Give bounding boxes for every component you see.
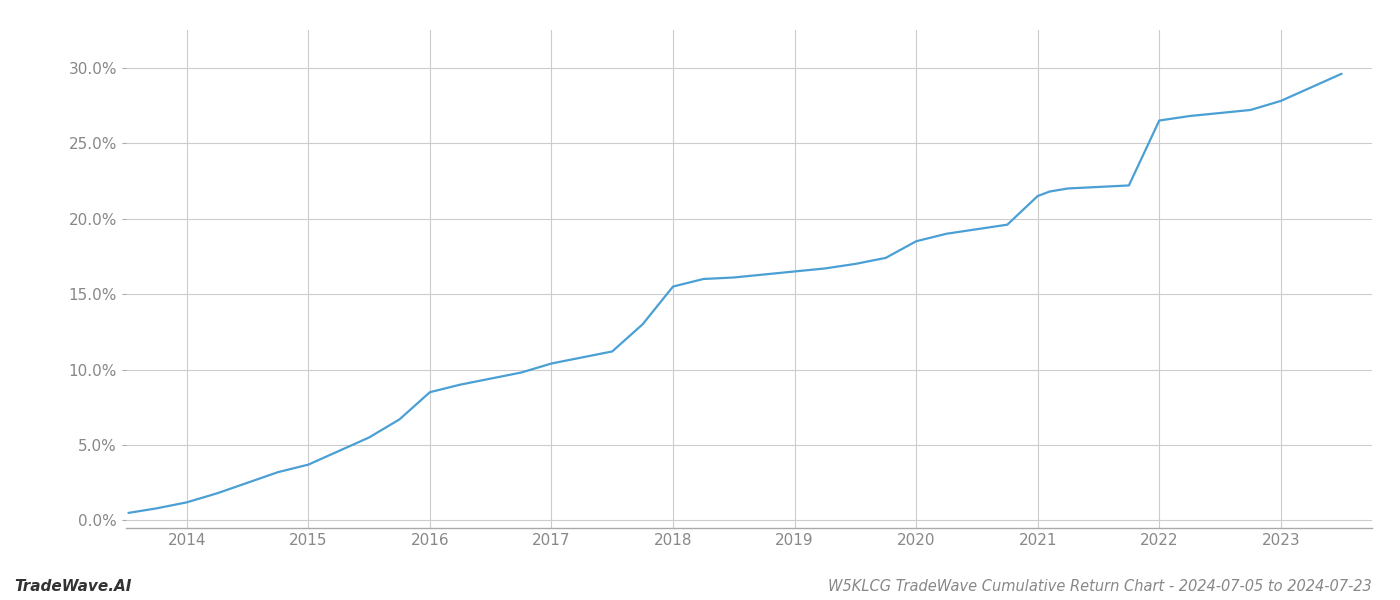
- Text: TradeWave.AI: TradeWave.AI: [14, 579, 132, 594]
- Text: W5KLCG TradeWave Cumulative Return Chart - 2024-07-05 to 2024-07-23: W5KLCG TradeWave Cumulative Return Chart…: [829, 579, 1372, 594]
